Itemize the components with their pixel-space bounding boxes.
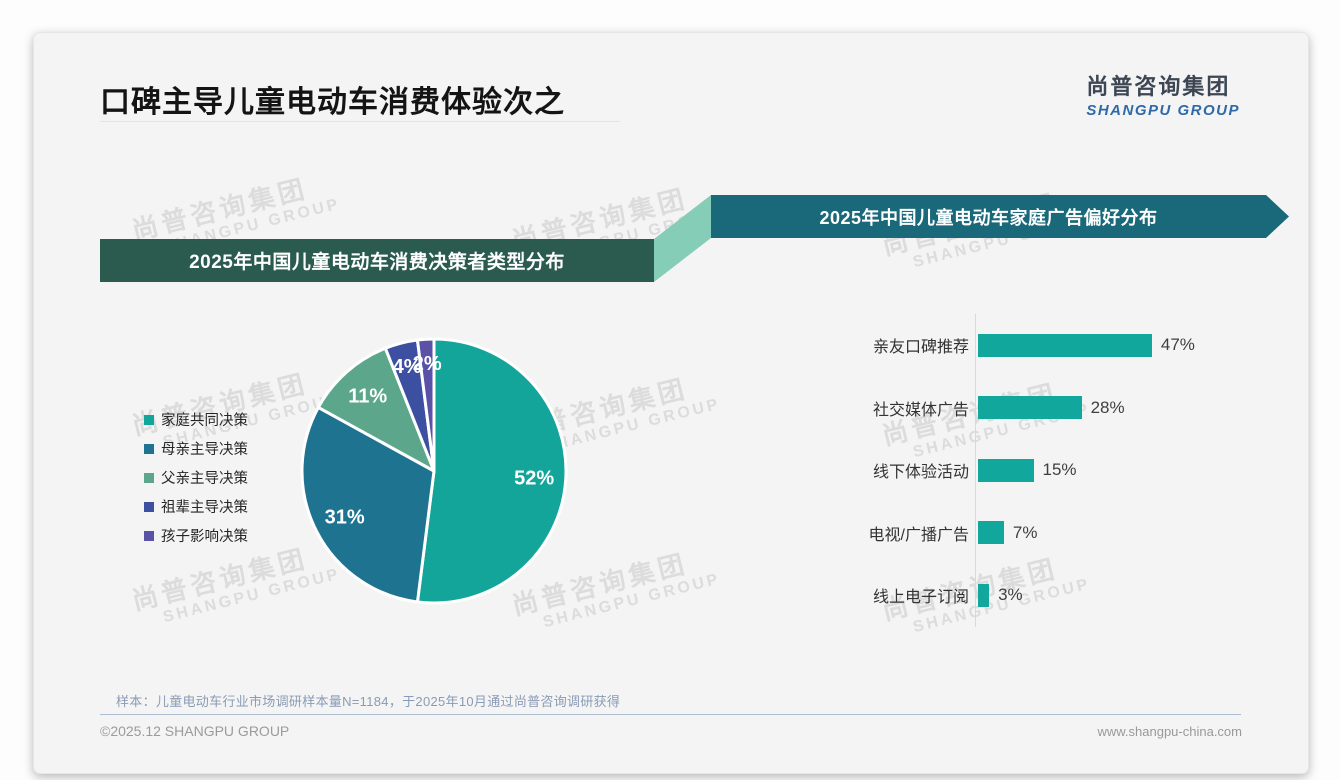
bar-chart: 亲友口碑推荐 47% 社交媒体广告 28% 线下体验活动 15% 电视/广播广告 7% 线上电子… (674, 314, 1195, 627)
bar-category-label-1: 社交媒体广告 (872, 401, 969, 419)
website-text: www.shangpu-china.com (1097, 724, 1242, 739)
pie-legend: 家庭共同决策 母亲主导决策 父亲主导决策 祖辈主导决策 孩子影响决策 (144, 405, 248, 550)
bar-track-2: 15% (975, 439, 1077, 502)
pie-section-title: 2025年中国儿童电动车消费决策者类型分布 (189, 252, 565, 273)
bar-category-label-3: 电视/广播广告 (868, 526, 969, 544)
logo-english-text: SHANGPU GROUP (1086, 102, 1240, 119)
legend-label-4: 孩子影响决策 (161, 529, 248, 545)
bar-category-label-4: 线上电子订阅 (872, 589, 969, 607)
bar-section-title: 2025年中国儿童电动车家庭广告偏好分布 (819, 207, 1158, 228)
company-logo: 尚普咨询集团 SHANGPU GROUP (1086, 69, 1240, 119)
pie-slice-0 (415, 337, 568, 605)
pie-slice-1 (300, 405, 436, 604)
bar-fill-2 (978, 458, 1034, 482)
legend-item-1: 母亲主导决策 (144, 434, 248, 463)
bar-fill-3 (978, 521, 1004, 545)
bar-track-0: 47% (975, 314, 1195, 377)
legend-label-3: 祖辈主导决策 (161, 500, 248, 516)
legend-label-1: 母亲主导决策 (161, 442, 248, 458)
legend-marker-4 (144, 530, 154, 541)
bar-track-1: 28% (975, 376, 1125, 439)
bar-track-3: 7% (975, 501, 1038, 564)
pie-slice-2 (316, 346, 436, 473)
bar-row-3: 电视/广播广告 7% (674, 501, 1195, 564)
legend-marker-1 (144, 443, 154, 454)
slide-card: 尚普咨询集团 SHANGPU GROUP 尚普咨询集团 SHANGPU GROUP … (33, 32, 1309, 774)
legend-marker-3 (144, 501, 154, 512)
bar-fill-4 (978, 583, 990, 607)
sample-note: 样本：儿童电动车行业市场调研样本量N=1184，于2025年10月通过尚普咨询调… (116, 694, 621, 709)
legend-item-2: 父亲主导决策 (144, 463, 248, 492)
bar-row-2: 线下体验活动 15% (674, 439, 1195, 502)
pie-chart: 52% 31% 11% 4%2% (300, 337, 568, 605)
legend-item-0: 家庭共同决策 (144, 405, 248, 434)
logo-chinese-text: 尚普咨询集团 (1086, 74, 1231, 99)
pie-section-header: 2025年中国儿童电动车消费决策者类型分布 (100, 239, 654, 282)
bar-row-1: 社交媒体广告 28% (674, 376, 1195, 439)
bar-value-label-0: 47% (1160, 335, 1195, 355)
legend-item-3: 祖辈主导决策 (144, 492, 248, 521)
bar-track-4: 3% (975, 564, 1023, 627)
bar-value-label-2: 15% (1042, 460, 1077, 480)
pie-data-label-0: 52% (514, 467, 554, 489)
bar-value-label-3: 7% (1012, 522, 1038, 542)
bar-category-label-2: 线下体验活动 (872, 464, 969, 482)
banner-connector-ribbon (654, 195, 711, 282)
legend-label-2: 父亲主导决策 (161, 471, 248, 487)
bar-row-4: 线上电子订阅 3% (674, 564, 1195, 627)
bar-fill-1 (978, 396, 1082, 420)
pie-data-label-4: 2% (413, 353, 442, 375)
pie-data-label-2: 11% (348, 386, 387, 408)
legend-marker-2 (144, 472, 154, 483)
legend-item-4: 孩子影响决策 (144, 521, 248, 550)
legend-marker-0 (144, 414, 154, 425)
bar-category-label-0: 亲友口碑推荐 (872, 339, 969, 357)
bar-value-label-4: 3% (998, 585, 1023, 605)
bar-fill-0 (978, 333, 1152, 357)
bar-value-label-1: 28% (1090, 397, 1125, 417)
bar-section-header: 2025年中国儿童电动车家庭广告偏好分布 (711, 195, 1289, 238)
bar-row-0: 亲友口碑推荐 47% (674, 314, 1195, 377)
copyright-text: ©2025.12 SHANGPU GROUP (100, 723, 290, 739)
pie-data-label-3: 4% (393, 356, 422, 378)
legend-label-0: 家庭共同决策 (161, 413, 248, 429)
pie-data-label-1: 31% (325, 507, 365, 529)
pie-slice-4 (415, 337, 436, 473)
title-divider (100, 121, 620, 122)
page-title: 口碑主导儿童电动车消费体验次之 (100, 86, 565, 119)
footer-divider (100, 714, 1241, 715)
